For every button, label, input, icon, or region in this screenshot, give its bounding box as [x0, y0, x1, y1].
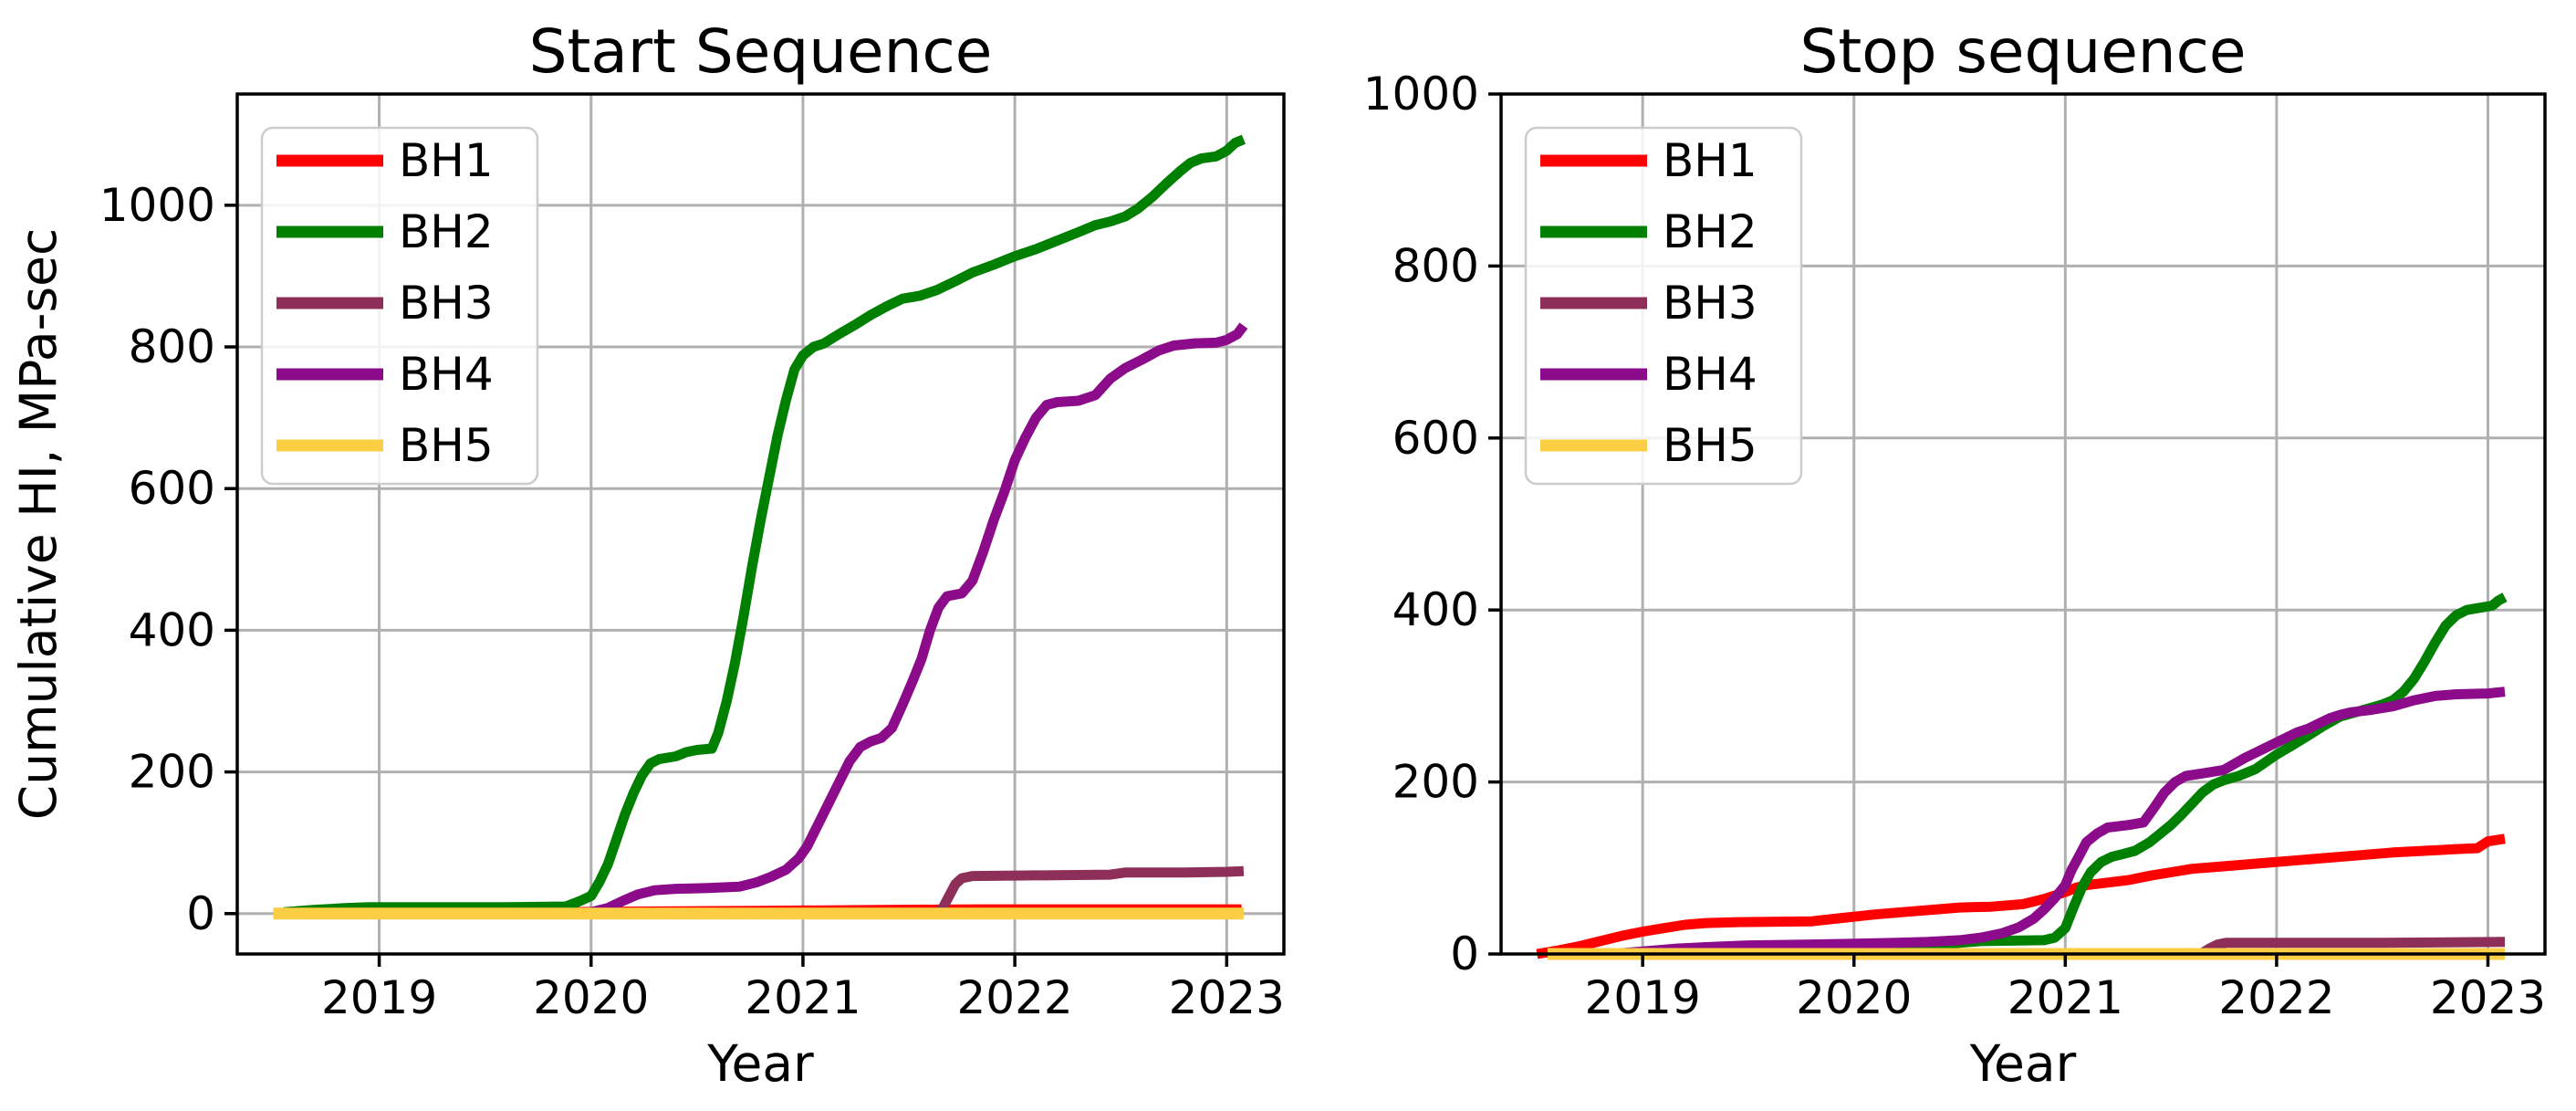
right-y-tick-label: 400	[1392, 583, 1479, 636]
right-chart-title: Stop sequence	[1799, 16, 2247, 87]
left-x-tick-label: 2021	[745, 971, 860, 1024]
left-x-axis-label: Year	[707, 1034, 814, 1093]
right-y-tick-label: 200	[1392, 756, 1479, 809]
left-y-tick-label: 1000	[99, 179, 215, 232]
right-legend-box	[1524, 126, 1803, 486]
left-legend-box	[260, 126, 539, 486]
left-y-tick-label: 600	[129, 462, 215, 515]
right-y-tick-label: 1000	[1363, 68, 1479, 121]
left-series-line-BH4	[284, 322, 1248, 919]
left-y-tick-label: 200	[129, 746, 215, 799]
left-legend-label-BH3: BH3	[399, 277, 494, 330]
right-x-tick-label: 2022	[2218, 971, 2334, 1024]
left-x-tick-label: 2020	[533, 971, 649, 1024]
left-axes-spines	[235, 92, 1286, 956]
left-legend-label-BH2: BH2	[399, 205, 494, 258]
left-chart-title: Start Sequence	[528, 16, 993, 87]
left-series-line-BH2	[283, 134, 1246, 917]
left-legend-label-BH5: BH5	[399, 419, 494, 472]
right-axes-spines	[1499, 92, 2547, 956]
left-x-tick-label: 2019	[321, 971, 437, 1024]
right-legend-label-BH3: BH3	[1663, 277, 1757, 330]
y-axis-label: Cumulative HI, MPa-sec	[9, 227, 68, 821]
left-y-tick-label: 800	[129, 320, 215, 373]
right-legend-label-BH1: BH1	[1663, 134, 1757, 187]
left-y-tick-label: 400	[129, 603, 215, 656]
right-series-line-BH4	[1547, 687, 2506, 959]
right-legend-label-BH4: BH4	[1663, 348, 1757, 401]
right-x-tick-label: 2023	[2430, 971, 2546, 1024]
left-x-tick-label: 2022	[956, 971, 1072, 1024]
left-y-tick-label: 0	[186, 887, 215, 940]
right-x-tick-label: 2020	[1796, 971, 1912, 1024]
left-legend-label-BH1: BH1	[399, 134, 494, 187]
left-legend-label-BH4: BH4	[399, 348, 494, 401]
right-x-axis-label: Year	[1969, 1034, 2077, 1093]
right-legend-label-BH2: BH2	[1663, 205, 1757, 258]
left-x-tick-label: 2023	[1169, 971, 1285, 1024]
right-x-tick-label: 2021	[2008, 971, 2123, 1024]
right-y-tick-label: 0	[1450, 928, 1479, 980]
right-legend-label-BH5: BH5	[1663, 419, 1757, 472]
right-x-tick-label: 2019	[1585, 971, 1701, 1024]
right-y-tick-label: 600	[1392, 412, 1479, 465]
right-y-tick-label: 800	[1392, 239, 1479, 292]
